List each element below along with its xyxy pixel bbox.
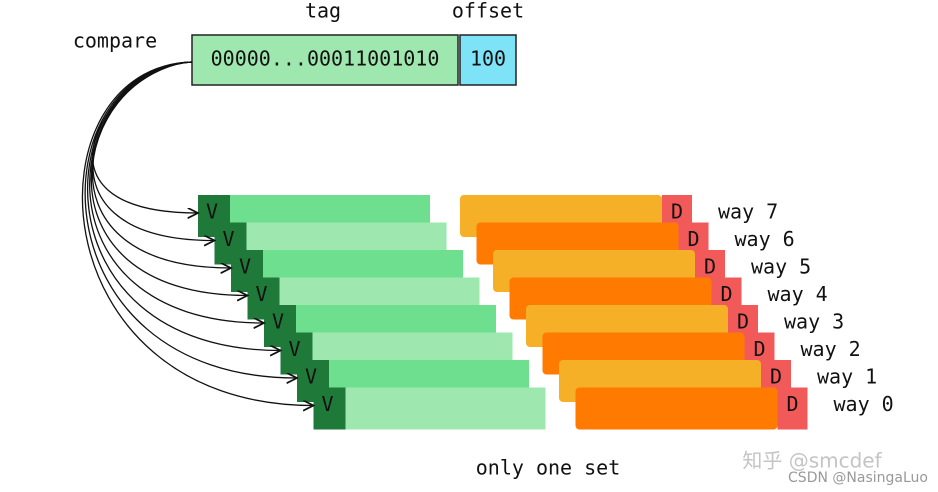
valid-label: V bbox=[272, 310, 284, 334]
way-label: way 6 bbox=[735, 227, 795, 251]
valid-label: V bbox=[305, 365, 317, 389]
dirty-label: D bbox=[737, 310, 749, 334]
way-label: way 2 bbox=[801, 337, 861, 361]
dirty-bit bbox=[777, 387, 808, 430]
caption: only one set bbox=[476, 456, 621, 480]
way-label: way 0 bbox=[834, 392, 894, 416]
dirty-label: D bbox=[704, 255, 716, 279]
dirty-label: D bbox=[671, 200, 683, 224]
tag-value: 00000...00011001010 bbox=[211, 47, 440, 71]
compare-arrow bbox=[84, 61, 297, 378]
way-label: way 7 bbox=[718, 200, 778, 224]
valid-label: V bbox=[239, 255, 251, 279]
dirty-label: D bbox=[770, 365, 782, 389]
valid-label: V bbox=[255, 282, 267, 306]
tag-label: tag bbox=[305, 0, 341, 23]
way-label: way 4 bbox=[768, 282, 828, 306]
compare-arrow bbox=[91, 61, 198, 213]
offset-box bbox=[459, 34, 517, 86]
compare-arrow bbox=[92, 61, 215, 241]
dirty-label: D bbox=[753, 337, 765, 361]
compare-label: compare bbox=[73, 29, 157, 53]
offset-value: 100 bbox=[470, 47, 506, 71]
data-block bbox=[575, 387, 778, 430]
watermark-csdn: CSDN @NasingaLuo bbox=[788, 470, 928, 486]
valid-bit bbox=[313, 387, 346, 430]
valid-label: V bbox=[206, 200, 218, 224]
dirty-label: D bbox=[786, 392, 798, 416]
valid-label: V bbox=[288, 337, 300, 361]
compare-arrow bbox=[89, 61, 264, 323]
tag-entry bbox=[345, 387, 546, 430]
tag-box bbox=[191, 34, 459, 86]
way-label: way 3 bbox=[784, 310, 844, 334]
compare-arrow bbox=[91, 61, 231, 268]
valid-label: V bbox=[321, 392, 333, 416]
compare-arrow bbox=[90, 61, 247, 296]
compare-arrow bbox=[81, 61, 313, 406]
way-label: way 1 bbox=[817, 365, 877, 389]
dirty-label: D bbox=[687, 227, 699, 251]
compare-arrow bbox=[87, 61, 281, 351]
offset-label: offset bbox=[452, 0, 524, 23]
valid-label: V bbox=[222, 227, 234, 251]
dirty-label: D bbox=[720, 282, 732, 306]
way-label: way 5 bbox=[751, 255, 811, 279]
watermark-zhihu: 知乎 @smcdef bbox=[742, 449, 882, 473]
